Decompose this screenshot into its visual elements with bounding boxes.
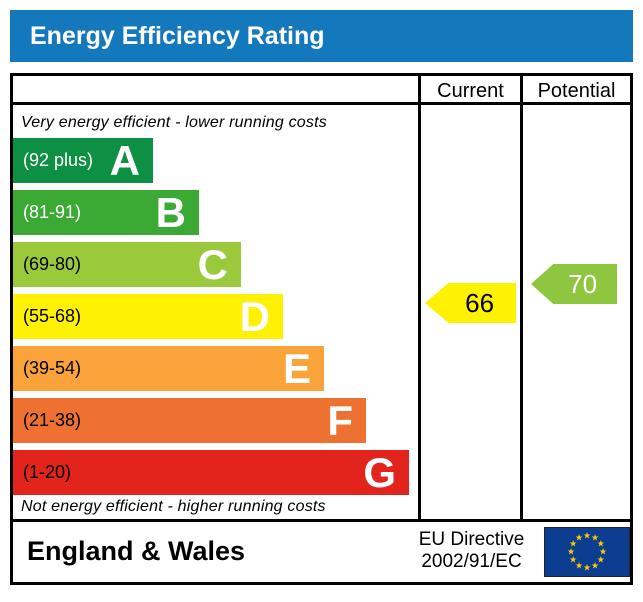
eu-star-icon: ★ <box>590 532 600 543</box>
eu-star-icon: ★ <box>574 560 584 571</box>
eu-star-icon: ★ <box>574 532 584 543</box>
rating-chart-body: Very energy efficient - lower running co… <box>13 108 630 519</box>
current-rating-arrow: 66 <box>425 283 516 323</box>
band-letter: B <box>155 189 186 236</box>
column-divider-potential <box>520 76 523 519</box>
table-footer-row: England & Wales EU Directive 2002/91/EC … <box>13 519 630 582</box>
rating-band-a: (92 plus) A <box>13 138 153 183</box>
rating-band-g: (1-20) G <box>13 450 409 495</box>
eu-star-icon: ★ <box>596 538 605 549</box>
eu-flag-icon: ★ ★ ★ ★ ★ ★ ★ ★ ★ ★ ★ ★ <box>544 527 630 577</box>
eu-star-icon: ★ <box>582 562 592 573</box>
eu-directive-line1: EU Directive <box>418 529 525 550</box>
eu-star-icon: ★ <box>569 554 578 565</box>
efficient-note: Very energy efficient - lower running co… <box>21 114 327 131</box>
eu-star-icon: ★ <box>590 560 600 571</box>
page-title: Energy Efficiency Rating <box>10 10 633 62</box>
rating-table: Current Potential Very energy efficient … <box>10 73 633 585</box>
column-header-potential: Potential <box>537 80 616 102</box>
eu-directive-label: EU Directive 2002/91/EC <box>403 529 540 573</box>
band-range-label: (92 plus) <box>23 150 94 170</box>
band-letter: D <box>239 293 270 340</box>
inefficient-note: Not energy efficient - higher running co… <box>21 498 326 515</box>
band-range-label: (81-91) <box>23 202 82 222</box>
eu-star-icon: ★ <box>596 554 605 565</box>
band-range-label: (21-38) <box>23 410 82 430</box>
eu-star-icon: ★ <box>569 538 578 549</box>
band-range-label: (39-54) <box>23 358 82 378</box>
rating-band-d: (55-68) D <box>13 294 283 339</box>
rating-band-c: (69-80) C <box>13 242 241 287</box>
eu-directive-line2: 2002/91/EC <box>421 551 522 572</box>
column-header-current: Current <box>437 80 504 102</box>
potential-rating-value: 70 <box>568 268 598 299</box>
potential-rating-arrow: 70 <box>531 264 617 304</box>
column-divider-current <box>418 76 421 519</box>
band-range-label: (1-20) <box>23 462 72 482</box>
eu-star-icon: ★ <box>598 546 608 557</box>
band-range-label: (55-68) <box>23 306 82 326</box>
rating-band-f: (21-38) F <box>13 398 366 443</box>
table-header-row: Current Potential <box>13 76 630 105</box>
band-letter: F <box>327 397 353 444</box>
band-letter: C <box>197 241 228 288</box>
eu-star-icon: ★ <box>582 530 592 541</box>
band-letter: E <box>282 345 311 392</box>
band-letter: A <box>109 137 140 184</box>
current-rating-value: 66 <box>465 287 495 318</box>
region-label: England & Wales <box>27 536 246 566</box>
band-range-label: (69-80) <box>23 254 82 274</box>
rating-band-e: (39-54) E <box>13 346 324 391</box>
band-letter: G <box>363 449 396 496</box>
eu-star-icon: ★ <box>566 546 576 557</box>
rating-band-b: (81-91) B <box>13 190 199 235</box>
